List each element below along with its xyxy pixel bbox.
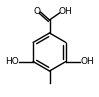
Text: OH: OH [59, 7, 72, 16]
Text: O: O [33, 6, 40, 16]
Text: OH: OH [80, 57, 94, 66]
Text: HO: HO [5, 57, 19, 66]
